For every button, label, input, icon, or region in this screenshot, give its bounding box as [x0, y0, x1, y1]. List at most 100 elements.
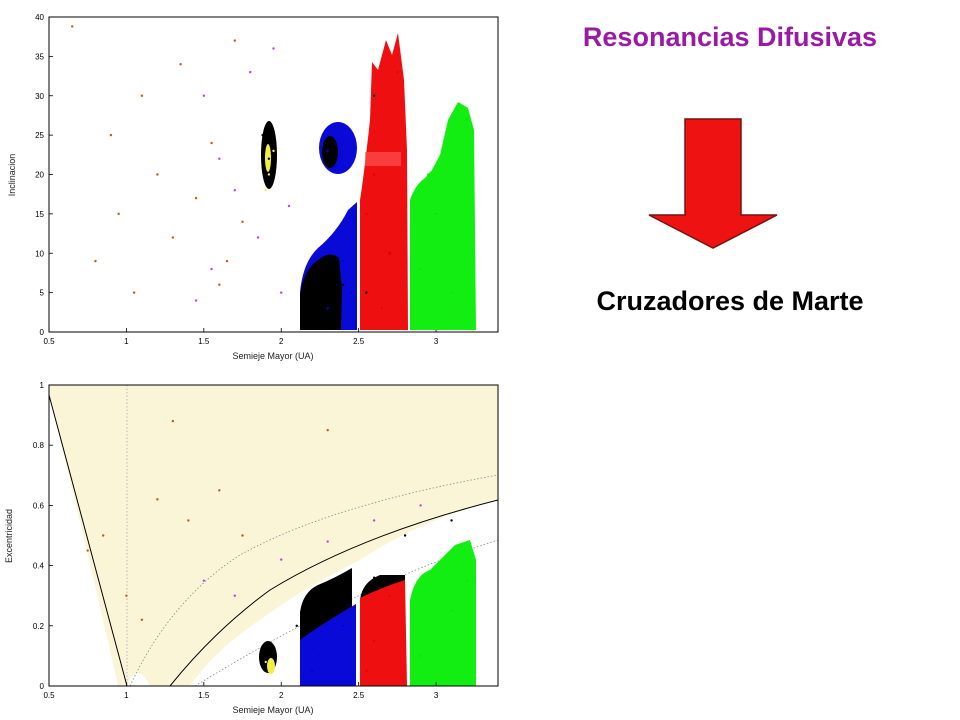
chart2-dotted-curve-upper: [129, 474, 498, 686]
chart2-ylabel: Excentricidad: [4, 509, 14, 563]
scatter-point: [156, 498, 159, 501]
y-tick-label: 10: [35, 249, 44, 258]
chart2-frame: [48, 384, 499, 687]
chart2-blue-population: [300, 604, 356, 686]
scatter-point: [326, 540, 329, 543]
scatter-point: [264, 189, 267, 192]
scatter-point: [109, 133, 113, 137]
scatter-point: [171, 236, 175, 239]
scatter-point: [187, 519, 190, 522]
scatter-point: [419, 504, 422, 507]
scatter-point: [287, 204, 291, 208]
y-tick-label: 20: [35, 171, 44, 180]
x-tick-label: 2: [279, 691, 284, 700]
scatter-point: [225, 259, 229, 263]
scatter-point: [380, 307, 384, 310]
scatter-point: [326, 428, 329, 432]
chart2-red-population: [360, 580, 407, 686]
scatter-point: [267, 173, 271, 176]
x-tick-label: 1: [124, 691, 129, 700]
scatter-point: [194, 299, 198, 302]
scatter-point: [318, 654, 322, 658]
chart1-xlabel: Semieje Mayor (UA): [232, 351, 313, 361]
scatter-point: [194, 196, 198, 200]
scatter-point: [372, 94, 376, 97]
scatter-point: [465, 118, 469, 121]
scatter-point: [272, 47, 275, 50]
scatter-point: [427, 173, 430, 176]
scatter-point: [372, 576, 376, 579]
scatter-point: [326, 149, 329, 153]
scatter-point: [419, 267, 422, 271]
scatter-point: [86, 549, 89, 552]
scatter-point: [264, 660, 267, 664]
scatter-point: [233, 189, 236, 192]
y-tick-label: 5: [40, 289, 45, 298]
scatter-point: [341, 624, 345, 627]
y-tick-label: 0.6: [33, 501, 45, 510]
scatter-point: [341, 259, 345, 263]
y-tick-label: 35: [35, 52, 44, 61]
scatter-point: [349, 291, 353, 294]
scatter-point: [140, 94, 144, 97]
scatter-point: [388, 252, 391, 255]
scatter-point: [132, 291, 136, 294]
y-tick-label: 0.4: [33, 562, 45, 571]
scatter-point: [218, 157, 221, 160]
scatter-point: [388, 594, 391, 597]
scatter-point: [140, 618, 144, 621]
scatter-point: [280, 291, 283, 294]
y-tick-label: 30: [35, 92, 44, 101]
scatter-point: [210, 141, 213, 145]
chart2-crossing-region: [49, 385, 498, 686]
scatter-point: [450, 291, 453, 294]
scatter-point: [326, 307, 329, 310]
scatter-point: [218, 489, 221, 492]
scatter-point: [202, 579, 206, 582]
scatter-point: [318, 299, 322, 302]
slide-subtitle: Cruzadores de Marte: [596, 286, 864, 316]
scatter-point: [280, 558, 283, 561]
x-tick-label: 2.5: [353, 337, 365, 346]
chart1-populations: [261, 33, 476, 330]
eccentricity-chart: 0.5 1 1.5 2 2.5 3 0 0.2 0.4 0.6 0.8 1 Semieje Mayor…: [4, 381, 499, 715]
chart2-green-population: [410, 540, 476, 686]
slide-title: Resonancias Difusivas: [582, 22, 878, 52]
scatter-point: [372, 519, 376, 522]
scatter-point: [311, 669, 314, 673]
chart1-black-subcluster: [322, 136, 338, 168]
scatter-point: [101, 534, 105, 537]
scatter-point: [396, 70, 399, 74]
scatter-point: [341, 283, 345, 286]
x-tick-label: 1.5: [198, 691, 210, 700]
chart1-red-population: [360, 33, 408, 330]
scatter-point: [117, 212, 120, 216]
y-tick-label: 25: [35, 131, 44, 140]
scatter-point: [326, 594, 329, 597]
scatter-point: [326, 315, 329, 318]
scatter-point: [233, 39, 236, 42]
x-tick-label: 3: [434, 337, 439, 346]
chart2-dotted-curve-lower: [194, 539, 498, 686]
scatter-point: [450, 519, 453, 522]
x-tick-label: 1.5: [198, 337, 210, 346]
x-tick-label: 0.5: [43, 691, 55, 700]
scatter-point: [94, 259, 97, 263]
scatter-point: [233, 594, 236, 597]
scatter-point: [71, 25, 74, 28]
scatter-point: [241, 534, 244, 537]
scatter-point: [218, 283, 221, 286]
scatter-point: [403, 534, 407, 537]
y-tick-label: 0.8: [33, 441, 45, 450]
x-tick-label: 1: [124, 337, 129, 346]
scatter-point: [419, 654, 422, 658]
chart1-ylabel: Inclinacion: [7, 154, 17, 197]
scatter-point: [434, 212, 438, 216]
scatter-point: [171, 419, 175, 423]
y-tick-label: 0: [40, 328, 45, 337]
scatter-point: [125, 594, 128, 597]
scatter-point: [465, 579, 469, 582]
chart1-red-streak: [365, 152, 401, 166]
scatter-point: [202, 94, 206, 97]
